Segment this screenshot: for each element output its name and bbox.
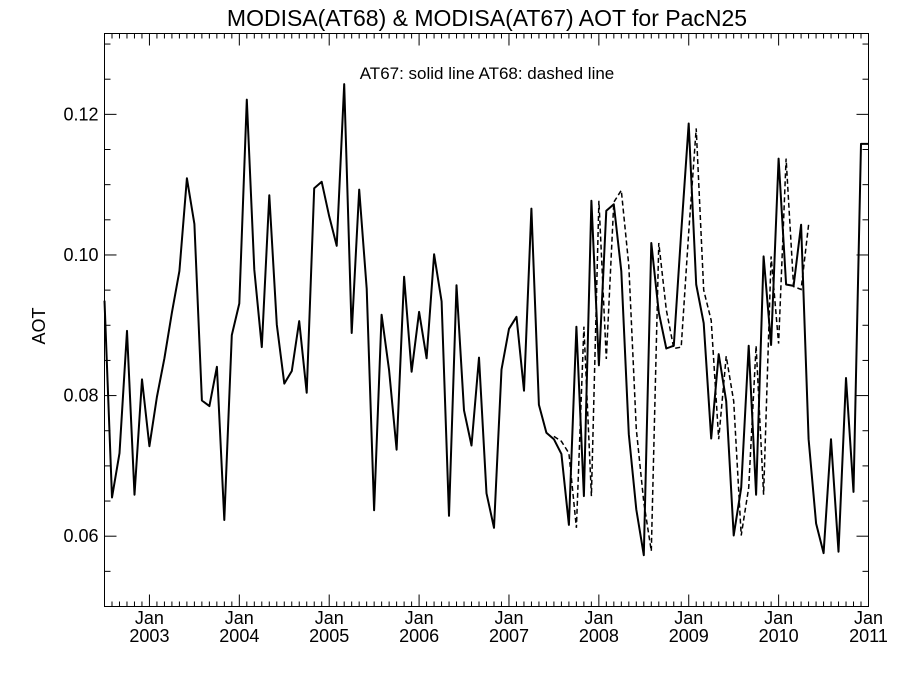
x-tick-year-label: 2007 xyxy=(489,626,529,646)
axis-ticks xyxy=(104,33,869,607)
x-tick-month-label: Jan xyxy=(494,608,523,628)
x-tick-year-label: 2003 xyxy=(129,626,169,646)
line-style-annotation: AT67: solid line AT68: dashed line xyxy=(360,64,615,83)
x-tick-year-label: 2005 xyxy=(309,626,349,646)
x-tick-month-label: Jan xyxy=(405,608,434,628)
x-tick-month-label: Jan xyxy=(225,608,254,628)
y-tick-labels: 0.06 0.08 0.10 0.12 xyxy=(63,104,98,546)
x-tick-month-label: Jan xyxy=(315,608,344,628)
x-tick-month-label: Jan xyxy=(854,608,883,628)
x-tick-year-label: 2010 xyxy=(759,626,799,646)
y-tick-label: 0.08 xyxy=(63,386,98,406)
x-tick-year-label: 2004 xyxy=(219,626,259,646)
series-line-solid xyxy=(103,83,869,557)
plot-frame xyxy=(104,33,869,607)
x-tick-labels: Jan2003Jan2004Jan2005Jan2006Jan2007Jan20… xyxy=(129,608,887,646)
x-tick-month-label: Jan xyxy=(674,608,703,628)
x-tick-year-label: 2009 xyxy=(669,626,709,646)
x-tick-year-label: 2011 xyxy=(849,626,888,646)
y-tick-label: 0.12 xyxy=(63,104,98,124)
x-tick-month-label: Jan xyxy=(764,608,793,628)
x-tick-month-label: Jan xyxy=(135,608,164,628)
y-tick-label: 0.06 xyxy=(63,526,98,546)
series-line-dashed xyxy=(553,128,810,552)
x-tick-month-label: Jan xyxy=(584,608,613,628)
chart-title: MODISA(AT68) & MODISA(AT67) AOT for PacN… xyxy=(227,5,747,31)
series-lines xyxy=(103,83,869,557)
x-tick-year-label: 2008 xyxy=(579,626,619,646)
x-tick-year-label: 2006 xyxy=(399,626,439,646)
y-tick-label: 0.10 xyxy=(63,245,98,265)
y-axis-label: AOT xyxy=(29,307,49,344)
